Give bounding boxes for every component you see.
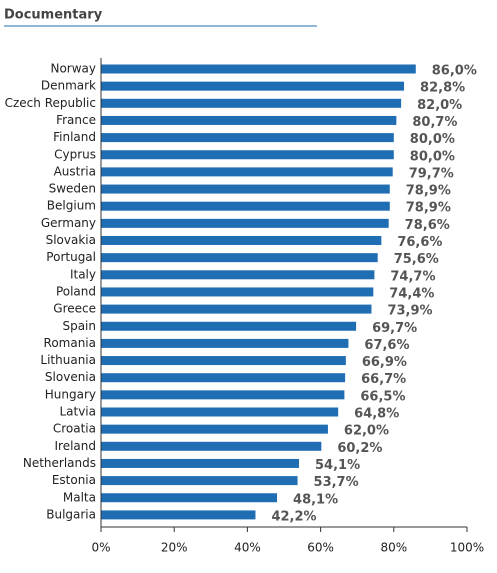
value-label: 53,7%	[314, 475, 359, 490]
category-label: Spain	[62, 319, 96, 333]
bar	[101, 356, 346, 366]
value-label: 74,7%	[390, 269, 435, 284]
bar	[101, 476, 298, 486]
category-label: Hungary	[45, 387, 96, 401]
value-label: 64,8%	[354, 407, 399, 422]
category-label: Sweden	[49, 182, 96, 196]
value-label: 69,7%	[372, 321, 417, 336]
category-label: France	[56, 113, 96, 127]
category-label: Poland	[56, 284, 96, 298]
value-label: 79,7%	[409, 166, 454, 181]
category-label: Italy	[70, 267, 96, 281]
value-label: 62,0%	[344, 424, 389, 439]
value-label: 80,0%	[410, 149, 455, 164]
bar	[101, 270, 375, 280]
bar	[101, 510, 256, 520]
value-label: 82,0%	[417, 98, 462, 113]
category-label: Ireland	[54, 439, 96, 453]
bar	[101, 373, 346, 383]
chart-title: Documentary	[4, 8, 103, 23]
category-label: Portugal	[46, 250, 96, 264]
bar	[101, 167, 393, 177]
value-label: 67,6%	[364, 338, 409, 353]
category-label: Slovenia	[45, 370, 96, 384]
category-label: Estonia	[52, 473, 96, 487]
value-label: 75,6%	[394, 252, 439, 267]
value-label: 82,8%	[420, 81, 465, 96]
category-label: Malta	[63, 490, 96, 504]
bar	[101, 407, 339, 417]
category-label: Romania	[44, 336, 96, 350]
bar	[101, 64, 416, 74]
bar	[101, 184, 390, 194]
bar	[101, 321, 357, 331]
category-label: Denmark	[41, 79, 96, 93]
bar	[101, 338, 349, 348]
bar	[101, 150, 394, 160]
x-tick-label: 60%	[307, 541, 334, 555]
bar	[101, 115, 397, 125]
category-label: Finland	[53, 130, 96, 144]
bar	[101, 81, 405, 91]
bar	[101, 253, 378, 263]
value-label: 48,1%	[293, 492, 338, 507]
value-label: 80,0%	[410, 132, 455, 147]
value-label: 78,6%	[405, 218, 450, 233]
bar	[101, 236, 382, 245]
category-label: Lithuania	[40, 353, 96, 367]
category-label: Cyprus	[54, 147, 96, 161]
value-label: 73,9%	[387, 304, 432, 319]
value-label: 74,4%	[389, 286, 434, 301]
value-label: 86,0%	[432, 64, 477, 79]
category-label: Germany	[41, 216, 96, 230]
category-label: Bulgaria	[46, 507, 96, 521]
value-label: 42,2%	[271, 509, 316, 524]
bar	[101, 390, 345, 400]
bar	[101, 304, 372, 314]
bar	[101, 287, 374, 297]
bar	[101, 458, 300, 468]
bar	[101, 441, 322, 451]
category-label: Croatia	[53, 422, 96, 436]
x-tick-label: 0%	[91, 541, 110, 555]
value-label: 78,9%	[406, 184, 451, 199]
value-label: 54,1%	[315, 458, 360, 473]
value-label: 66,7%	[361, 372, 406, 387]
value-label: 80,7%	[412, 115, 457, 130]
value-label: 76,6%	[397, 235, 442, 250]
bar	[101, 493, 278, 503]
value-label: 78,9%	[406, 201, 451, 216]
value-label: 66,5%	[360, 389, 405, 404]
category-label: Austria	[54, 164, 96, 178]
category-label: Czech Republic	[5, 96, 96, 110]
bar	[101, 218, 389, 228]
value-label: 60,2%	[337, 441, 382, 456]
value-label: 66,9%	[362, 355, 407, 370]
category-label: Norway	[50, 62, 96, 76]
x-tick-label: 80%	[380, 541, 407, 555]
category-label: Belgium	[47, 199, 96, 213]
category-label: Greece	[53, 302, 96, 316]
x-tick-label: 20%	[161, 541, 188, 555]
x-tick-label: 40%	[234, 541, 261, 555]
bar	[101, 133, 394, 143]
category-label: Latvia	[59, 405, 96, 419]
bar	[101, 424, 328, 434]
x-tick-label: 100%	[450, 541, 484, 555]
category-label: Slovakia	[46, 233, 96, 247]
bar	[101, 98, 402, 108]
bar	[101, 201, 390, 211]
category-label: Netherlands	[23, 456, 96, 470]
